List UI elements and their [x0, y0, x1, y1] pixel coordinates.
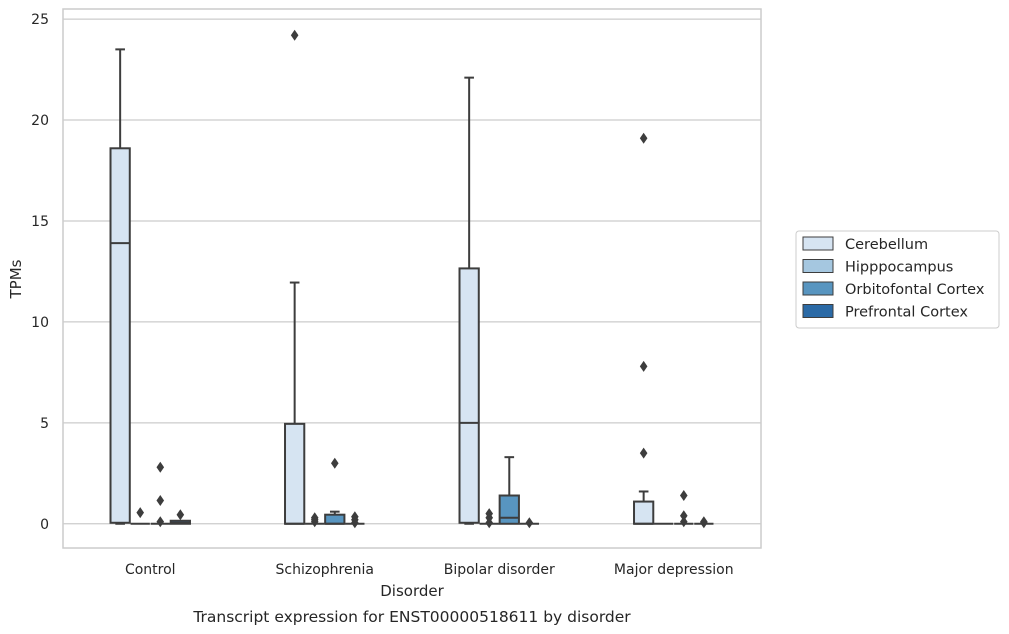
- box-group: [479, 508, 499, 529]
- box-group: [130, 507, 150, 525]
- boxes: [109, 29, 714, 529]
- box-group: [150, 461, 170, 528]
- outlier-point: [136, 507, 145, 519]
- box-group: [305, 512, 325, 528]
- legend-label: Orbitofontal Cortex: [845, 282, 985, 298]
- box-iqr: [324, 513, 346, 525]
- box-group: [633, 132, 655, 525]
- outlier-point: [330, 457, 339, 469]
- y-tick-label: 10: [31, 315, 49, 331]
- chart-caption: Transcript expression for ENST0000051861…: [192, 608, 631, 626]
- y-tick-label: 5: [40, 416, 49, 432]
- box-group: [694, 516, 714, 529]
- box-group: [458, 76, 480, 525]
- plot-frame: [62, 8, 762, 549]
- box-iqr: [284, 422, 306, 525]
- outlier-point: [310, 512, 319, 524]
- legend-label: Cerebellum: [845, 237, 928, 253]
- outlier-point: [485, 508, 494, 520]
- box-group: [674, 490, 694, 528]
- legend-entries: Cerebellum Hipppocampus Orbitofontal Corte…: [802, 236, 985, 321]
- outlier-point: [639, 447, 648, 459]
- box-group: [284, 29, 306, 525]
- outlier-point: [700, 516, 708, 528]
- outlier-point: [639, 360, 648, 372]
- plot-background: [63, 9, 761, 548]
- y-tick-label: 25: [31, 12, 49, 28]
- legend-label: Hipppocampus: [845, 260, 953, 276]
- x-tick-label: Schizophrenia: [276, 562, 374, 578]
- box-group: [345, 511, 365, 529]
- outlier-point: [525, 517, 534, 529]
- outlier-point: [351, 511, 359, 523]
- y-axis-title: TPMs: [7, 259, 25, 299]
- outlier-point: [639, 132, 648, 144]
- legend-frame: [795, 230, 1000, 329]
- outlier-point: [679, 516, 688, 528]
- box-iqr: [109, 147, 131, 524]
- x-tick-labels: Control Schizophrenia Bipolar disorder Majo…: [125, 562, 734, 578]
- outlier-point: [156, 495, 165, 507]
- box-group: [324, 457, 346, 525]
- y-tick-label: 15: [31, 214, 49, 230]
- outlier-point: [679, 510, 688, 522]
- legend-swatch: [802, 236, 834, 251]
- box-group: [169, 509, 191, 525]
- box-group: [109, 48, 131, 525]
- outlier-point: [156, 516, 165, 528]
- x-axis-title: Disorder: [380, 582, 444, 600]
- box-iqr: [458, 267, 480, 524]
- box-group: [498, 456, 520, 525]
- x-tick-label: Major depression: [614, 562, 734, 578]
- box-iqr: [633, 500, 655, 525]
- legend-swatch: [802, 281, 834, 296]
- legend-label: Prefrontal Cortex: [845, 305, 968, 321]
- y-tick-label: 0: [40, 517, 49, 533]
- box-group: [519, 517, 539, 529]
- box-iqr: [498, 494, 520, 525]
- outlier-point: [176, 509, 185, 521]
- legend-swatch: [802, 304, 834, 318]
- outlier-point: [156, 461, 165, 473]
- x-tick-label: Control: [125, 562, 176, 578]
- y-tick-label: 20: [31, 113, 49, 129]
- outlier-point: [679, 490, 688, 502]
- x-tick-label: Bipolar disorder: [444, 562, 555, 578]
- y-tick-labels: 0 5 10 15 20 25: [31, 12, 49, 533]
- legend-swatch: [802, 259, 834, 273]
- legend: Cerebellum Hipppocampus Orbitofontal Corte…: [795, 230, 1000, 329]
- outlier-point: [290, 29, 299, 41]
